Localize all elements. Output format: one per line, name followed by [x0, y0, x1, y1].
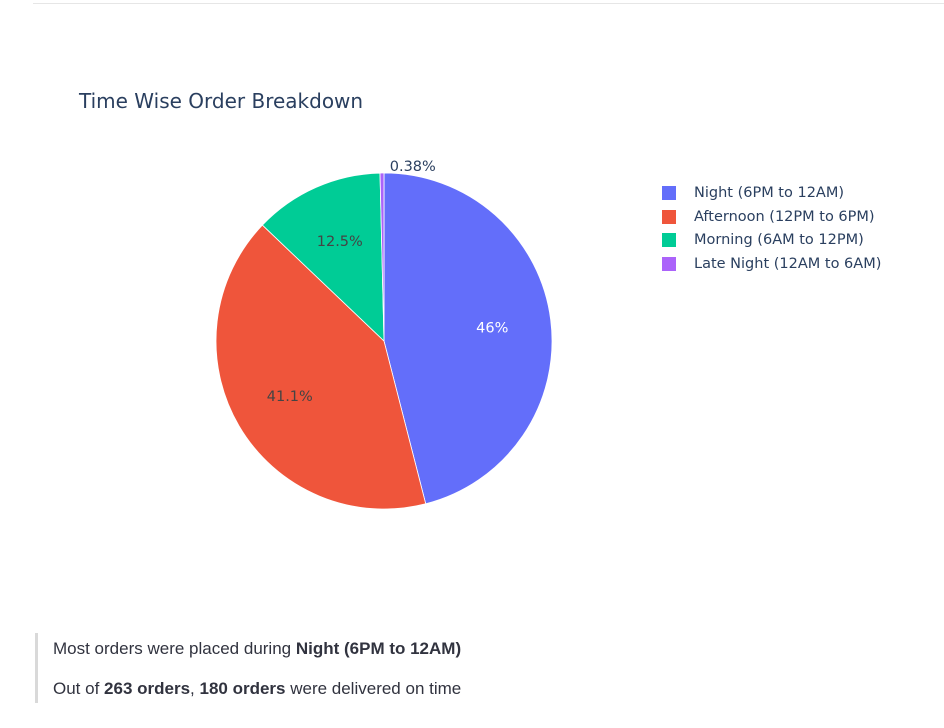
pie-slice-afternoon[interactable] [215, 224, 427, 510]
legend-item-late-night[interactable]: Late Night (12AM to 6AM) [662, 252, 881, 276]
top-divider [33, 3, 944, 4]
summary-line2-suffix: were delivered on time [285, 679, 462, 698]
chart-title: Time Wise Order Breakdown [79, 89, 364, 113]
summary-blockquote: Most orders were placed during Night (6P… [35, 633, 918, 703]
pie-chart: 46% 41.1% 12.5% 0.38% [215, 159, 553, 510]
legend-swatch-late-night [662, 256, 676, 271]
pie-slice-late-night[interactable] [379, 172, 385, 342]
data-label-afternoon: 41.1% [267, 389, 313, 405]
legend-item-morning[interactable]: Morning (6AM to 12PM) [662, 228, 881, 252]
summary-line2-prefix: Out of [53, 679, 105, 698]
chart-legend: Night (6PM to 12AM) Afternoon (12PM to 6… [662, 181, 881, 276]
peak-time-value: Night (6PM to 12AM) [295, 639, 462, 658]
legend-label-morning: Morning (6AM to 12PM) [694, 232, 864, 249]
summary-line-peak-time: Most orders were placed during Night (6P… [53, 639, 461, 659]
legend-swatch-morning [662, 233, 676, 248]
summary-line-delivery: Out of 263 orders, 180 orders were deliv… [53, 679, 461, 699]
pie-slice-night[interactable] [383, 172, 553, 505]
on-time-orders-value: 180 orders [199, 679, 286, 698]
legend-swatch-night [662, 185, 676, 200]
data-label-morning: 12.5% [317, 234, 363, 250]
legend-label-night: Night (6PM to 12AM) [694, 184, 845, 201]
legend-item-night[interactable]: Night (6PM to 12AM) [662, 181, 881, 205]
pie-slice-morning[interactable] [261, 172, 385, 342]
data-label-late-night: 0.38% [390, 159, 436, 175]
data-label-night: 46% [476, 320, 508, 336]
total-orders-value: 263 orders [104, 679, 191, 698]
summary-line1-prefix: Most orders were placed during [53, 639, 296, 658]
legend-item-afternoon[interactable]: Afternoon (12PM to 6PM) [662, 205, 881, 229]
legend-swatch-afternoon [662, 209, 676, 224]
legend-label-afternoon: Afternoon (12PM to 6PM) [694, 208, 875, 225]
legend-label-late-night: Late Night (12AM to 6AM) [694, 255, 882, 272]
summary-line2-mid: , [190, 679, 200, 698]
